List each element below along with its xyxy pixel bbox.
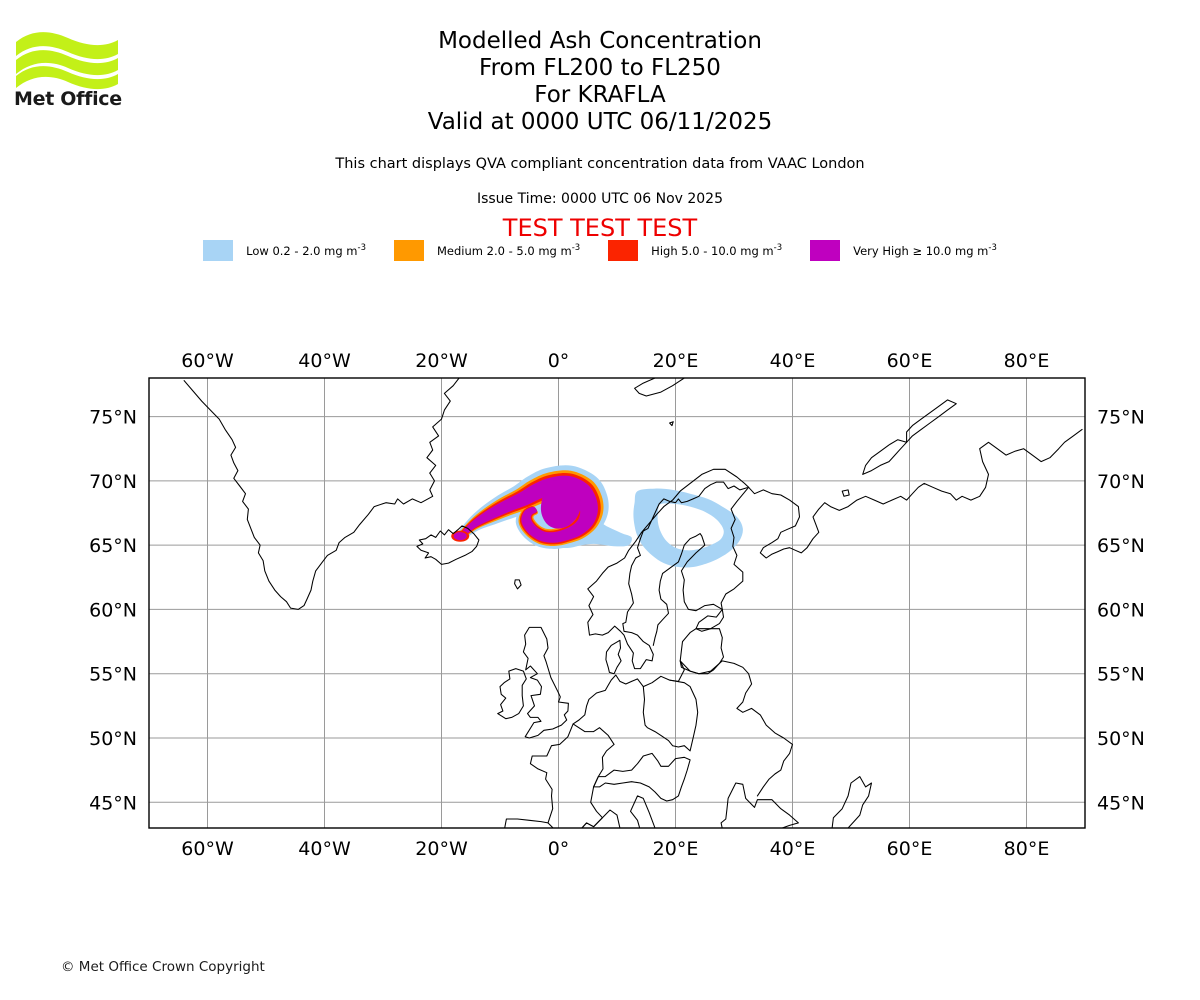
lon-tick-label: 80°E <box>1004 838 1050 860</box>
lat-tick-label: 50°N <box>1097 728 1145 750</box>
lon-tick-label: 20°W <box>415 838 468 860</box>
coastline-denmark <box>605 639 622 675</box>
lat-tick-label: 50°N <box>89 728 137 750</box>
coastline-caspian <box>831 776 873 828</box>
lat-tick-label: 65°N <box>1097 535 1145 557</box>
legend-item-high: High 5.0 - 10.0 mg m-3 <box>608 240 782 261</box>
lon-tick-label: 60°E <box>887 350 933 372</box>
lon-tick-label: 80°E <box>1004 350 1050 372</box>
lat-tick-label: 55°N <box>89 664 137 686</box>
ash-band-low-blob <box>516 476 632 548</box>
lon-tick-label: 40°W <box>298 350 351 372</box>
legend-swatch-medium <box>393 240 424 261</box>
coastline-whiteSeaArctic <box>748 428 1083 559</box>
legend-label-low: Low 0.2 - 2.0 mg m-3 <box>246 243 366 258</box>
met-office-wave-mark <box>16 32 118 90</box>
legend-label-high: High 5.0 - 10.0 mg m-3 <box>651 243 783 258</box>
lat-tick-label: 75°N <box>1097 407 1145 429</box>
legend-label-medium: Medium 2.0 - 5.0 mg m-3 <box>436 243 581 258</box>
coastline-balticStates <box>695 608 725 632</box>
coastline-britishIsles <box>522 626 569 739</box>
met-office-logo <box>14 26 124 111</box>
coastline-europeMain <box>529 660 685 824</box>
lon-tick-label: 0° <box>548 350 570 372</box>
coastline-baltic <box>652 533 723 646</box>
map-frame <box>148 377 1086 829</box>
lon-tick-label: 40°E <box>770 838 816 860</box>
ash-plume-layer <box>451 465 743 568</box>
lat-tick-label: 75°N <box>89 407 137 429</box>
copyright-text: © Met Office Crown Copyright <box>61 959 265 975</box>
legend-item-low: Low 0.2 - 2.0 mg m-3 <box>203 240 366 261</box>
coastline-estoniaLatvia <box>679 628 725 675</box>
legend-swatch-high <box>608 240 639 261</box>
map-background <box>149 378 1085 828</box>
test-banner: TEST TEST TEST <box>502 214 698 242</box>
coastline-svalbard <box>634 378 685 397</box>
chart-title-block: Modelled Ash Concentration From FL200 to… <box>0 28 1200 136</box>
page-title: Modelled Ash Concentration <box>438 28 762 54</box>
lon-tick-label: 40°W <box>298 838 351 860</box>
lon-tick-label: 40°E <box>770 350 816 372</box>
coastline-scandinavia <box>587 468 750 670</box>
coastline-bearIsland <box>669 421 674 427</box>
met-office-logo-text: Met Office <box>14 88 122 110</box>
ash-band-medium <box>458 470 604 546</box>
coastline-greenlandEast <box>183 380 436 610</box>
map-gridlines <box>149 378 1085 828</box>
title-flight-levels: From FL200 to FL250 <box>479 55 721 81</box>
map-tick-labels: 60°W 60°W 40°W 40°W 20°W 20°W 0° 0° 20°E 20°E 40°E… <box>89 350 1145 860</box>
legend-label-very-high: Very High ≥ 10.0 mg m-3 <box>853 243 997 258</box>
legend-swatch-low <box>203 240 234 261</box>
ash-band-very-high <box>459 475 598 543</box>
lat-tick-label: 70°N <box>1097 471 1145 493</box>
legend-item-medium: Medium 2.0 - 5.0 mg m-3 <box>393 240 581 261</box>
qva-compliance-note: This chart displays QVA compliant concen… <box>335 156 865 172</box>
lon-tick-label: 20°E <box>653 350 699 372</box>
lon-tick-label: 60°W <box>181 350 234 372</box>
lon-tick-label: 60°W <box>181 838 234 860</box>
legend-item-very-high: Very High ≥ 10.0 mg m-3 <box>810 240 997 261</box>
title-volcano: For KRAFLA <box>534 82 666 108</box>
lat-tick-label: 45°N <box>1097 792 1145 814</box>
ash-band-low-scandinavia <box>633 488 743 568</box>
lon-tick-label: 0° <box>548 838 570 860</box>
lat-tick-label: 65°N <box>89 535 137 557</box>
lat-tick-label: 60°N <box>89 599 137 621</box>
coastline-novayaZemlyaS <box>862 439 908 475</box>
coastline-ukraineBelarus <box>679 660 794 797</box>
lon-tick-label: 20°E <box>653 838 699 860</box>
coastline-novayaZemlyaN <box>906 399 957 443</box>
coastline-alpsCentral <box>593 752 691 802</box>
coastline-germanyFrance <box>572 723 615 828</box>
lat-tick-label: 60°N <box>1097 599 1145 621</box>
source-marker-outer <box>451 530 470 542</box>
lat-tick-label: 45°N <box>89 792 137 814</box>
coastline-faroe <box>514 579 522 590</box>
coastline-finlandRussiaBorder <box>720 486 750 610</box>
lat-tick-label: 55°N <box>1097 664 1145 686</box>
coastline-blackSea <box>720 782 799 828</box>
title-valid-time: Valid at 0000 UTC 06/11/2025 <box>427 109 773 135</box>
lat-tick-label: 70°N <box>89 471 137 493</box>
coastline-iberia <box>504 818 554 828</box>
coastline-polandCzech <box>642 679 699 752</box>
lon-tick-label: 20°W <box>415 350 468 372</box>
coastline-iceland <box>416 525 480 565</box>
ash-band-high <box>459 472 601 545</box>
source-marker-core <box>453 532 467 541</box>
coastlines-layer <box>183 378 1083 828</box>
concentration-legend: Low 0.2 - 2.0 mg m-3 Medium 2.0 - 5.0 mg… <box>0 240 1200 261</box>
legend-swatch-very-high <box>810 240 841 261</box>
coastline-medNorth <box>581 795 657 828</box>
ash-band-low <box>458 465 609 549</box>
issue-time-text: Issue Time: 0000 UTC 06 Nov 2025 <box>476 191 724 207</box>
coastline-greenlandNorthEast <box>426 378 460 474</box>
ash-core-very-high <box>540 480 581 529</box>
lon-tick-label: 60°E <box>887 838 933 860</box>
coastline-kolguev <box>841 489 850 497</box>
coastline-ireland <box>497 668 527 720</box>
